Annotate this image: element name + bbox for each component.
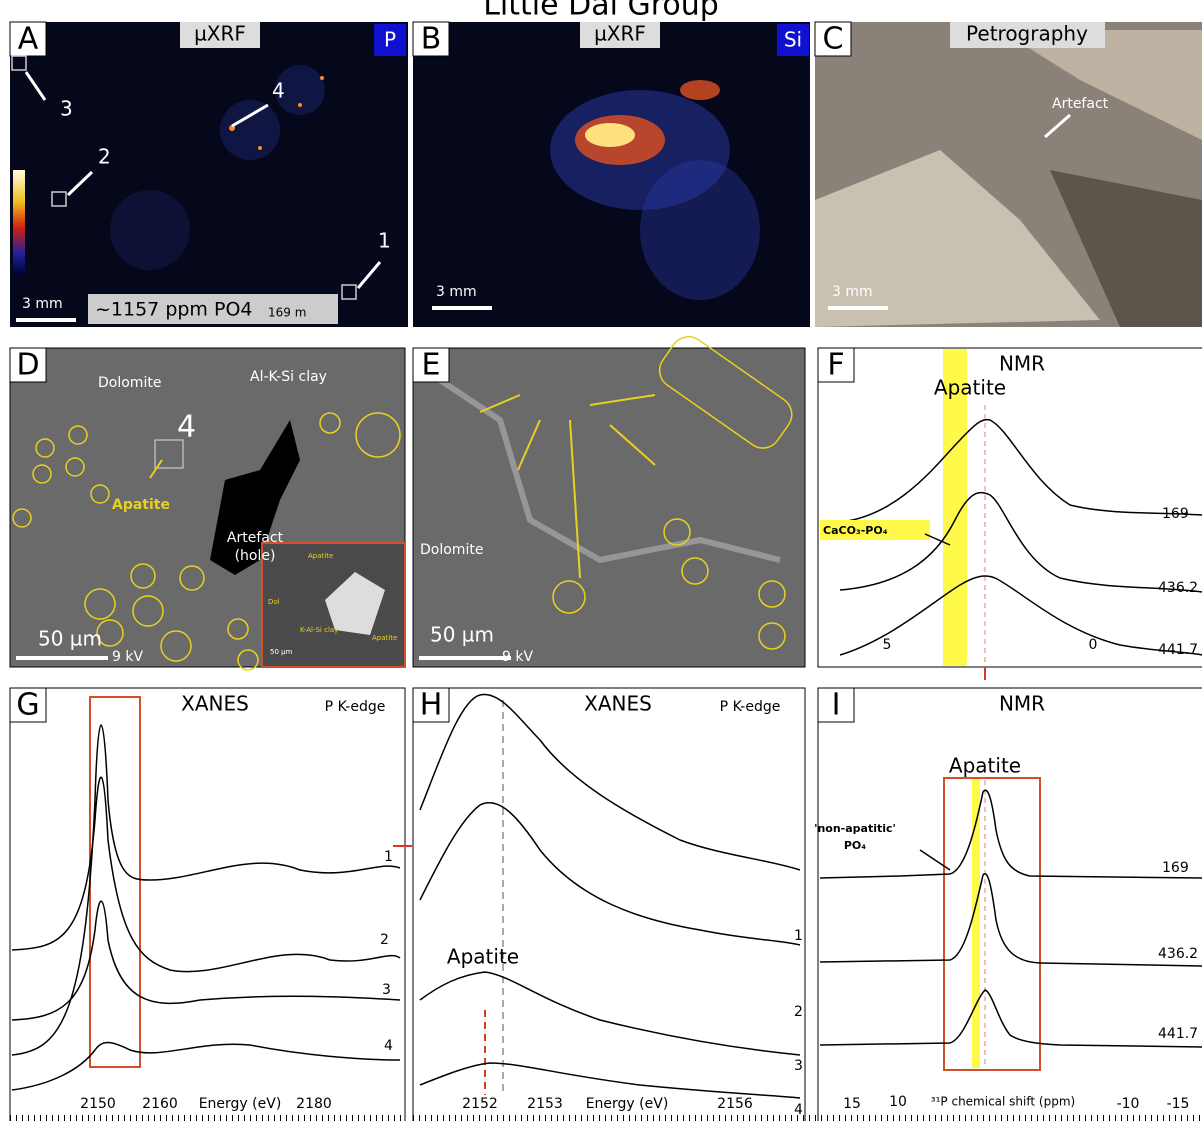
roi-label: 2 <box>98 145 111 169</box>
depth-label: 169 m <box>268 306 306 320</box>
scale-bar <box>432 306 492 310</box>
axis-label: Energy (eV) <box>199 1096 282 1112</box>
panel-letter: I <box>832 688 841 723</box>
tick-label: 15 <box>843 1096 861 1112</box>
edge-label: P K-edge <box>325 699 386 715</box>
panel-a-image <box>10 22 408 327</box>
panel-header: NMR <box>999 692 1045 716</box>
panel-letter: A <box>18 22 39 57</box>
trace-label: 436.2 <box>1158 580 1198 596</box>
annotation: (hole) <box>235 548 276 564</box>
panel-header: XANES <box>584 692 652 716</box>
roi-label: 3 <box>60 97 73 121</box>
element-label: Si <box>784 28 802 52</box>
panel-letter: B <box>421 22 442 57</box>
panel-header: µXRF <box>194 22 246 46</box>
trace-label: 169 <box>1162 860 1189 876</box>
annotation: Apatite <box>112 497 170 513</box>
panel-letter: C <box>823 22 844 57</box>
tick-label: 5 <box>883 637 892 653</box>
inset-label: Apatite <box>372 634 397 642</box>
panel-letter: F <box>827 348 844 383</box>
panel-header: µXRF <box>594 22 646 46</box>
trace-label: 3 <box>382 982 391 998</box>
panel-g-plot <box>10 688 405 1121</box>
roi-label: 1 <box>378 229 391 253</box>
tick-label: 2152 <box>462 1096 498 1112</box>
trace-label: 4 <box>794 1102 803 1118</box>
annotation: Artefact <box>1052 96 1109 112</box>
scale-label: 3 mm <box>436 284 477 300</box>
panel-header: XANES <box>181 692 249 716</box>
trace-label: 2 <box>794 1004 803 1020</box>
legend-label: ~1157 ppm PO4 <box>95 299 252 321</box>
annotation: Apatite <box>447 945 519 969</box>
panel-e-image <box>413 348 805 667</box>
trace-label: 4 <box>384 1038 393 1054</box>
scale-bar <box>16 318 76 322</box>
tick-label: 2150 <box>80 1096 116 1112</box>
figure: Little Dal Group A µXRF P 3 2 4 1 3 mm ~… <box>0 0 1202 1121</box>
panel-letter: D <box>16 348 39 383</box>
inset-label: 50 µm <box>270 648 293 656</box>
trace-label: 436.2 <box>1158 946 1198 962</box>
scale-bar <box>16 656 108 660</box>
annotation: 'non-apatitic' <box>814 822 896 835</box>
inset-label: Apatite <box>308 552 333 560</box>
annotation: Dolomite <box>420 542 483 558</box>
scale-label: 3 mm <box>832 284 873 300</box>
tick-label: 2156 <box>717 1096 753 1112</box>
trace-label: 2 <box>380 932 389 948</box>
annotation: PO₄ <box>844 839 866 852</box>
tick-label: 2153 <box>527 1096 563 1112</box>
scale-bar <box>419 656 511 660</box>
annotation: 4 <box>177 410 196 445</box>
trace-label: 169 <box>1162 506 1189 522</box>
tick-label: -10 <box>1117 1096 1140 1112</box>
edge-label: P K-edge <box>720 699 781 715</box>
color-bar <box>13 170 25 275</box>
annotation: Apatite <box>949 754 1021 778</box>
panel-header: NMR <box>999 352 1045 376</box>
inset-label: K-Al-Si clay <box>300 626 338 634</box>
trace-label: 441.7 <box>1158 1026 1198 1042</box>
trace-label: 1 <box>794 928 803 944</box>
trace-label: 3 <box>794 1058 803 1074</box>
panel-letter: H <box>420 688 443 723</box>
annotation: Dolomite <box>98 375 161 391</box>
scale-bar <box>828 306 888 310</box>
tick-label: 2160 <box>142 1096 178 1112</box>
annotation: Artefact <box>227 530 284 546</box>
panel-header: Petrography <box>966 22 1088 46</box>
annotation: Apatite <box>934 376 1006 400</box>
scale-label: 3 mm <box>22 296 63 312</box>
tick-label: -15 <box>1167 1096 1190 1112</box>
scale-label: 50 µm <box>38 627 102 651</box>
annotation: CaCO₃-PO₄ <box>823 524 888 537</box>
axis-label: Energy (eV) <box>586 1096 669 1112</box>
trace-label: 1 <box>384 849 393 865</box>
voltage-label: 9 kV <box>112 649 143 665</box>
figure-title: Little Dal Group <box>483 0 719 23</box>
panel-f-plot <box>818 348 1202 667</box>
tick-label: 2180 <box>296 1096 332 1112</box>
panel-letter: G <box>16 688 39 723</box>
roi-label: 4 <box>272 79 285 103</box>
panel-letter: E <box>422 348 441 383</box>
tick-label: 10 <box>889 1094 907 1110</box>
trace-label: 441.7 <box>1158 642 1198 658</box>
element-label: P <box>384 28 396 52</box>
scale-label: 50 µm <box>430 623 494 647</box>
voltage-label: 9 kV <box>502 649 533 665</box>
tick-label: 0 <box>1089 637 1098 653</box>
inset-label: Dol <box>268 598 280 606</box>
axis-label: ³¹P chemical shift (ppm) <box>931 1095 1075 1109</box>
annotation: Al-K-Si clay <box>250 369 327 385</box>
panel-h-plot <box>413 688 805 1121</box>
